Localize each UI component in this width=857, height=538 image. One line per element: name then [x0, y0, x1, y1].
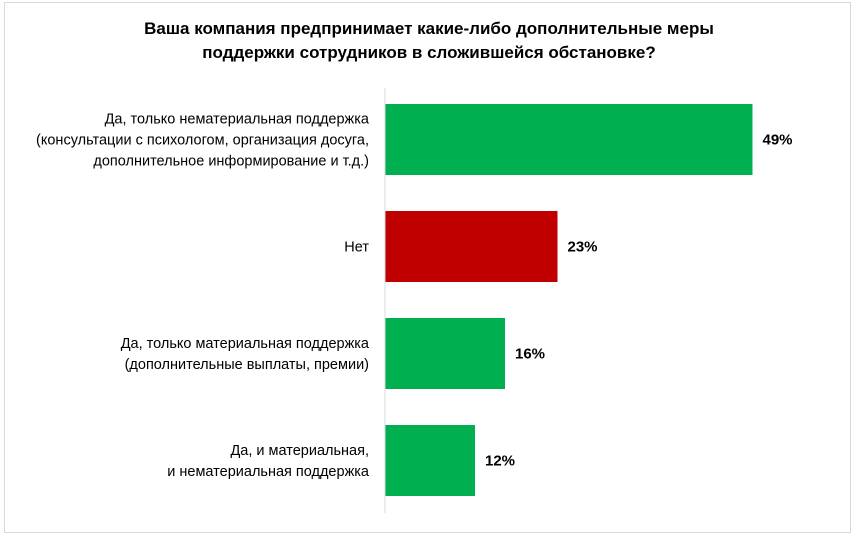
category-label-line: Да, только материальная поддержка [121, 336, 370, 352]
category-label-line: дополнительное информирование и т.д.) [93, 154, 369, 170]
category-label-line: Нет [344, 240, 369, 256]
chart-title-line: поддержки сотрудников в сложившейся обст… [202, 43, 655, 62]
bar-1 [385, 104, 753, 175]
data-label: 49% [763, 132, 793, 149]
bar-4 [385, 425, 475, 496]
category-label: Да, только материальная поддержка (дополн… [121, 336, 370, 373]
data-label: 12% [485, 453, 515, 470]
category-label-line: Да, и материальная, [230, 443, 369, 459]
data-label: 16% [515, 346, 545, 363]
category-label: Да, и материальная, и нематериальная подд… [167, 443, 370, 480]
bar-3 [385, 318, 505, 389]
category-label: Да, только нематериальная поддержка (конс… [36, 112, 370, 170]
chart-title: Ваша компания предпринимает какие-либо д… [144, 19, 714, 62]
chart-title-line: Ваша компания предпринимает какие-либо д… [144, 19, 714, 38]
category-label-line: (дополнительные выплаты, премии) [125, 357, 369, 373]
category-label-line: и нематериальная поддержка [167, 464, 370, 480]
category-label: Нет [344, 240, 369, 256]
category-label-line: (консультации с психологом, организация … [36, 133, 369, 149]
category-label-line: Да, только нематериальная поддержка [105, 112, 370, 128]
bar-2 [385, 211, 558, 282]
data-label: 23% [568, 239, 598, 256]
